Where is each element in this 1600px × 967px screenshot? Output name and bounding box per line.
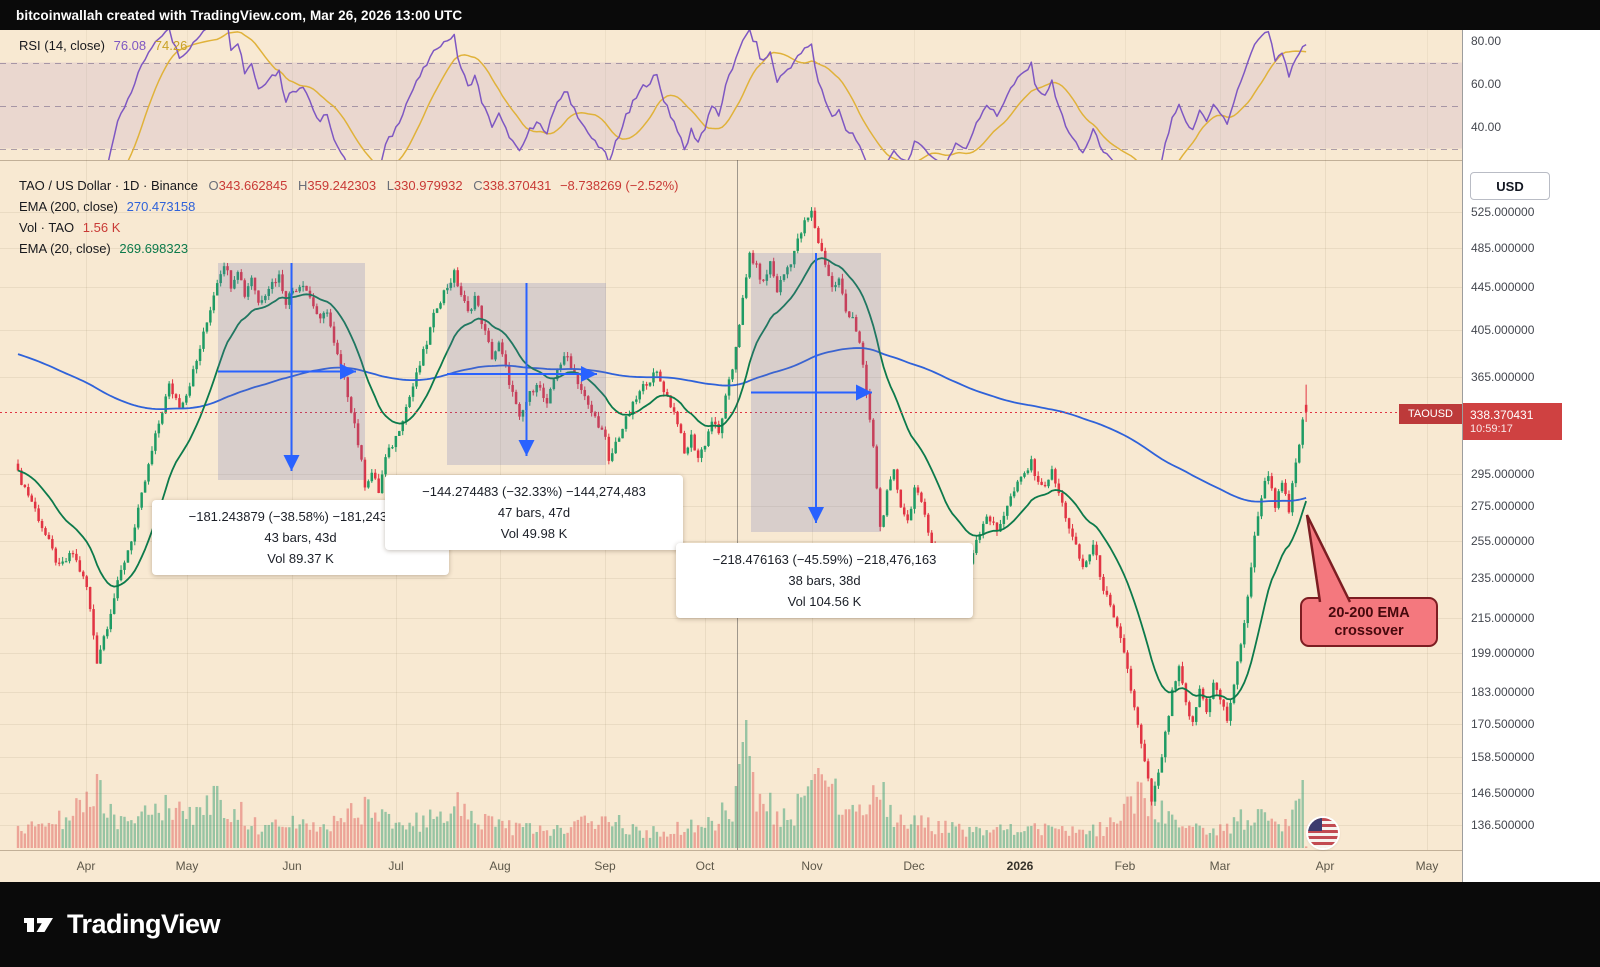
price-range-box[interactable] xyxy=(751,253,881,532)
measurement-card[interactable]: −218.476163 (−45.59%) −218,476,163 38 bar… xyxy=(676,543,973,618)
time-axis-label: Nov xyxy=(801,859,823,873)
price-range-box[interactable] xyxy=(447,283,606,465)
price-axis-tick: 158.500000 xyxy=(1471,749,1535,764)
chart-area: RSI (14, close) 76.08 74.26 TAO / US Dol… xyxy=(0,30,1600,882)
volume-legend-row[interactable]: Vol · TAO 1.56 K xyxy=(19,217,678,238)
rsi-axis-tick: 80.00 xyxy=(1471,34,1502,48)
rsi-value: 76.08 xyxy=(113,38,147,53)
currency-usd-button[interactable]: USD xyxy=(1470,172,1550,200)
pane-separator[interactable] xyxy=(0,160,1462,161)
ema200-label: EMA (200, close) xyxy=(19,199,118,214)
time-axis-label: Apr xyxy=(76,859,96,873)
price-axis-tick: 525.000000 xyxy=(1471,205,1535,219)
low-label: L xyxy=(386,178,394,193)
price-axis-tick: 295.000000 xyxy=(1471,467,1535,482)
last-price-value: 338.370431 xyxy=(1470,408,1534,422)
time-axis-label: Dec xyxy=(903,859,925,873)
price-axis-tick: 146.500000 xyxy=(1471,785,1535,800)
measurement-range: −218.476163 (−45.59%) −218,476,163 xyxy=(712,552,937,567)
ema200-value: 270.473158 xyxy=(126,199,196,214)
rsi-axis-tick: 60.00 xyxy=(1471,77,1502,91)
price-axis-tick: 255.000000 xyxy=(1471,533,1535,548)
time-axis-label: Mar xyxy=(1209,859,1231,873)
price-axis-tick: 405.000000 xyxy=(1471,323,1535,338)
measurement-range: −144.274483 (−32.33%) −144,274,483 xyxy=(422,484,646,499)
rsi-legend-label: RSI (14, close) xyxy=(19,38,105,53)
rsi-ma-value: 74.26 xyxy=(154,38,188,53)
measurement-volume: Vol 89.37 K xyxy=(267,551,334,566)
rsi-legend[interactable]: RSI (14, close) 76.08 74.26 xyxy=(19,38,187,53)
time-axis-label: May xyxy=(175,859,199,873)
measurement-bars: 38 bars, 38d xyxy=(788,573,861,588)
time-axis-label: Jun xyxy=(282,859,302,873)
time-axis-label: Oct xyxy=(695,859,715,873)
tradingview-wordmark[interactable]: TradingView xyxy=(67,909,221,939)
high-value: 359.242303 xyxy=(307,178,377,193)
time-axis-label: Jul xyxy=(388,859,404,873)
volume-label: Vol · TAO xyxy=(19,220,75,235)
price-axis-tick: 136.500000 xyxy=(1471,817,1535,832)
change-value: −8.738269 (−2.52%) xyxy=(559,178,679,193)
close-value: 338.370431 xyxy=(482,178,552,193)
open-value: 343.662845 xyxy=(218,178,288,193)
price-axis-tick: 183.000000 xyxy=(1471,684,1535,699)
price-axis-tick: 365.000000 xyxy=(1471,370,1535,385)
footer-bar: TradingView xyxy=(0,882,1600,967)
symbol-title: TAO / US Dollar · 1D · Binance xyxy=(19,178,198,193)
price-axis-tick: 199.000000 xyxy=(1471,646,1535,661)
us-flag-icon xyxy=(1308,818,1338,848)
bar-countdown: 10:59:17 xyxy=(1470,423,1513,435)
ema200-legend-row[interactable]: EMA (200, close) 270.473158 xyxy=(19,196,678,217)
ema20-label: EMA (20, close) xyxy=(19,241,111,256)
time-axis-separator[interactable] xyxy=(0,850,1462,851)
price-axis-tick: 235.000000 xyxy=(1471,570,1535,585)
price-axis-tick: 485.000000 xyxy=(1471,241,1535,256)
rsi-axis-tick: 40.00 xyxy=(1471,120,1502,134)
price-axis[interactable]: USD 338.370431 10:59:17 525.000000 485.00… xyxy=(1462,30,1600,882)
main-legend: TAO / US Dollar · 1D · Binance O343.6628… xyxy=(19,175,678,259)
ema-crossover-callout[interactable]: 20-200 EMA crossover xyxy=(1300,597,1438,647)
time-axis[interactable]: Apr May Jun Jul Aug Sep Oct Nov Dec 2026 Feb Mar Apr… xyxy=(0,850,1462,882)
price-axis-tick: 215.000000 xyxy=(1471,611,1535,626)
symbol-legend-row[interactable]: TAO / US Dollar · 1D · Binance O343.6628… xyxy=(19,175,678,196)
high-label: H xyxy=(297,178,308,193)
last-price-badge: 338.370431 10:59:17 xyxy=(1463,403,1562,440)
measurement-card[interactable]: −144.274483 (−32.33%) −144,274,483 47 bar… xyxy=(385,475,683,550)
measurement-volume: Vol 104.56 K xyxy=(787,594,862,609)
low-value: 330.979932 xyxy=(393,178,463,193)
price-axis-tick: 445.000000 xyxy=(1471,280,1535,295)
close-label: C xyxy=(473,178,483,193)
measurement-range: −181.243879 (−38.58%) −181,243,879 xyxy=(188,509,413,524)
ema20-value: 269.698323 xyxy=(119,241,189,256)
attribution-bar: bitcoinwallah created with TradingView.c… xyxy=(0,0,1600,30)
time-axis-label: Sep xyxy=(594,859,616,873)
time-axis-label: Aug xyxy=(489,859,511,873)
volume-value: 1.56 K xyxy=(82,220,121,235)
open-label: O xyxy=(208,178,219,193)
ema20-legend-row[interactable]: EMA (20, close) 269.698323 xyxy=(19,238,678,259)
tradingview-logo[interactable] xyxy=(22,911,56,939)
time-axis-label: May xyxy=(1415,859,1439,873)
time-axis-label: 2026 xyxy=(1006,859,1034,873)
measurement-bars: 43 bars, 43d xyxy=(264,530,337,545)
time-axis-label: Feb xyxy=(1114,859,1136,873)
measurement-bars: 47 bars, 47d xyxy=(497,505,571,520)
rsi-pane-canvas[interactable] xyxy=(0,30,1462,160)
symbol-price-tag: TAOUSD xyxy=(1399,404,1462,424)
price-axis-tick: 275.000000 xyxy=(1471,499,1535,514)
price-axis-tick: 170.500000 xyxy=(1471,716,1535,731)
vertical-line-drawing[interactable] xyxy=(737,160,738,850)
attribution-text: bitcoinwallah created with TradingView.c… xyxy=(16,7,463,23)
price-range-box[interactable] xyxy=(218,263,365,480)
measurement-volume: Vol 49.98 K xyxy=(500,526,568,541)
time-axis-label: Apr xyxy=(1315,859,1335,873)
